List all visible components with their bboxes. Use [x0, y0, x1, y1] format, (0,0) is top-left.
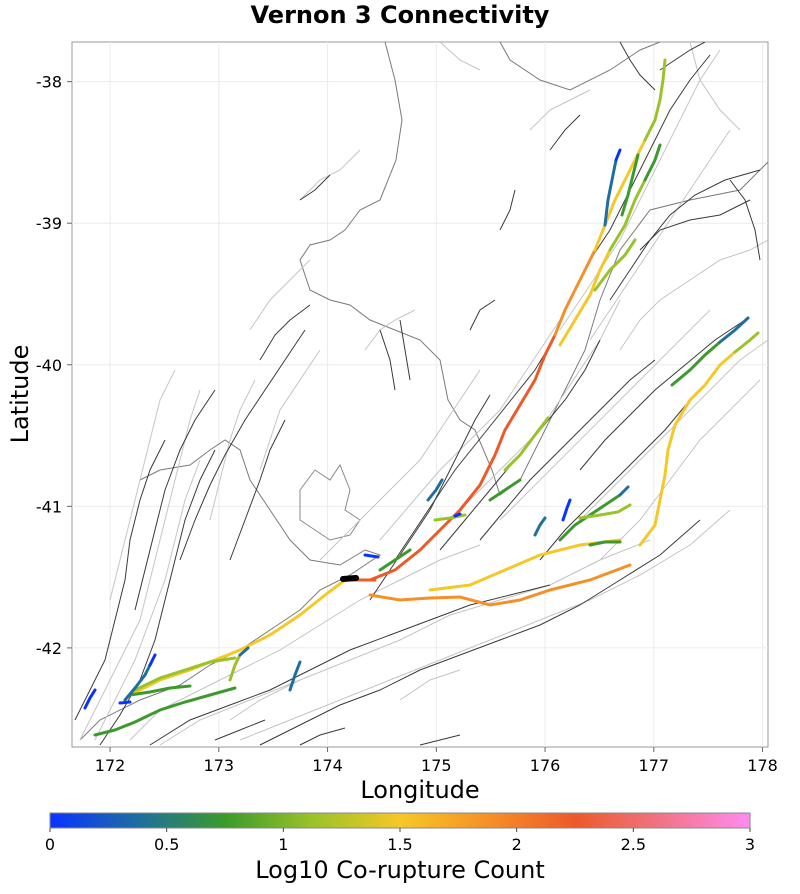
colorbar-tick-label: 1.5 — [387, 835, 412, 854]
y-tick-label: -40 — [36, 356, 62, 375]
rupture-mid-a — [503, 416, 550, 472]
y-tick-label: -41 — [36, 497, 62, 516]
y-tick-label: -42 — [36, 639, 62, 658]
rupture-east-coast-b — [733, 331, 760, 354]
colorbar-ticks: 0 0.5 1 1.5 2 2.5 3 — [45, 828, 755, 854]
rupture-north-h — [620, 153, 640, 217]
coastline-top — [499, 42, 661, 91]
rupture-mid-d — [426, 478, 444, 502]
rupture-mid-g — [363, 553, 380, 559]
rupture-north-c — [558, 248, 612, 347]
x-tick-label: 172 — [95, 756, 126, 775]
rupture-east-coast — [638, 350, 737, 547]
rupture-north-i — [593, 238, 637, 292]
rupture-sw-f — [83, 688, 97, 710]
colorbar-tick-label: 1 — [278, 835, 288, 854]
rupture-sw-g — [118, 700, 132, 705]
colorbar-tick-label: 2 — [512, 835, 522, 854]
rupture-north-e — [643, 143, 662, 182]
grid-lines — [72, 42, 768, 747]
rupture-main-south — [368, 563, 632, 607]
rupture-mid-f — [378, 548, 412, 572]
plot-frame — [71, 41, 769, 748]
rupture-east-coast-d — [718, 316, 750, 344]
rupture-kaikoura-c — [618, 485, 630, 497]
coastline-south-island — [79, 439, 382, 741]
colorbar-tick-label: 0 — [45, 835, 55, 854]
rupture-sw-i — [238, 646, 250, 657]
x-axis-label: Longitude — [360, 776, 480, 804]
rupture-north-b — [643, 58, 667, 142]
rupture-sw-h — [228, 653, 242, 682]
rupture-sw-e — [148, 653, 157, 667]
rupture-north-g — [614, 148, 622, 162]
rupture-mid-e — [453, 512, 462, 518]
rupture-kaikoura-d — [588, 540, 622, 547]
rupture-mid-c — [433, 513, 467, 522]
coastline — [79, 42, 768, 741]
rupture-mid-h — [533, 516, 547, 537]
coastline-sounds — [299, 463, 361, 541]
colorbar-tick-label: 0.5 — [154, 835, 179, 854]
rupture-mid-i — [561, 498, 572, 522]
y-tick-label: -39 — [36, 214, 62, 233]
rupture-mid-b — [488, 478, 522, 502]
x-axis-ticks: 172 173 174 175 176 177 178 — [95, 747, 778, 775]
x-tick-label: 175 — [421, 756, 452, 775]
fault-network-light — [79, 42, 768, 746]
rupture-sw-b — [128, 684, 192, 697]
x-tick-label: 173 — [204, 756, 235, 775]
rupture-east-coast-c — [670, 340, 722, 387]
x-tick-label: 174 — [312, 756, 343, 775]
source-fault — [340, 575, 359, 582]
colorbar — [49, 812, 751, 829]
rupture-faults — [83, 58, 760, 737]
rupture-north-d — [608, 178, 647, 252]
rupture-main-southwest — [128, 578, 347, 697]
rupture-sw-j — [288, 660, 302, 692]
y-axis-ticks: -38 -39 -40 -41 -42 — [36, 73, 72, 658]
rupture-sw-d — [123, 663, 152, 702]
x-tick-label: 176 — [530, 756, 561, 775]
y-axis-label: Latitude — [6, 344, 34, 444]
colorbar-tick-label: 2.5 — [621, 835, 646, 854]
rupture-sw-c — [93, 686, 237, 737]
colorbar-tick-label: 3 — [745, 835, 755, 854]
rupture-clarence — [343, 333, 557, 582]
rupture-kaikoura-b — [578, 503, 632, 520]
rupture-north-f — [603, 158, 618, 227]
rupture-sw-a — [133, 656, 237, 692]
x-tick-label: 177 — [639, 756, 670, 775]
y-tick-label: -38 — [36, 73, 62, 92]
coastline-north-island — [299, 42, 768, 496]
x-tick-label: 178 — [747, 756, 778, 775]
map-title: Vernon 3 Connectivity — [250, 1, 550, 29]
fault-network-dark — [74, 42, 761, 746]
colorbar-label: Log10 Co-rupture Count — [255, 856, 545, 884]
rupture-hope — [428, 538, 622, 592]
rupture-wairau — [553, 248, 597, 337]
